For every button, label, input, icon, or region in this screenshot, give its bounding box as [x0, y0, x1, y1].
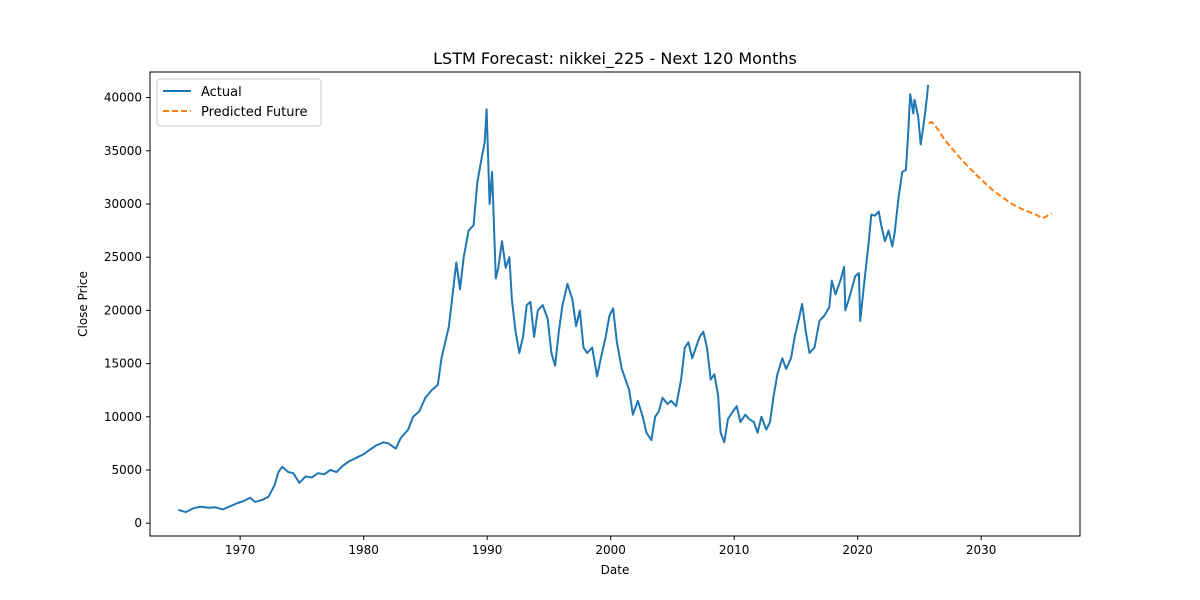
x-axis-title: Date	[601, 563, 630, 577]
legend-box	[156, 78, 322, 127]
series-line-predicted-future	[928, 121, 1053, 220]
x-tick-label-2030: 2030	[966, 543, 997, 557]
x-tick-label-2010: 2010	[719, 543, 750, 557]
plot-area	[150, 72, 1080, 536]
y-axis-title: Close Price	[76, 271, 90, 337]
y-tick-label-30000: 30000	[104, 197, 142, 211]
plot-background	[150, 72, 1080, 536]
y-tick-label-25000: 25000	[104, 250, 142, 264]
y-tick-label-35000: 35000	[104, 144, 142, 158]
plot-frame	[149, 71, 1081, 537]
y-tick-label-5000: 5000	[111, 463, 142, 477]
y-tick-label-20000: 20000	[104, 303, 142, 317]
x-tick-label-1970: 1970	[225, 543, 256, 557]
y-tick-label-40000: 40000	[104, 91, 142, 105]
legend-label-predicted: Predicted Future	[201, 105, 308, 120]
x-tick-label-2020: 2020	[842, 543, 873, 557]
chart-title: LSTM Forecast: nikkei_225 - Next 120 Mon…	[433, 49, 797, 69]
y-tick-label-10000: 10000	[104, 410, 142, 424]
axes-layer: 1970 1980 1990 2000 2010 2020 2030 0 5000 10000 15…	[104, 71, 1081, 557]
y-tick-label-0: 0	[134, 516, 142, 530]
x-tick-label-1980: 1980	[348, 543, 379, 557]
x-tick-label-2000: 2000	[595, 543, 626, 557]
series-line-actual	[178, 84, 930, 514]
legend: Actual Predicted Future	[156, 78, 322, 127]
x-tick-label-1990: 1990	[472, 543, 503, 557]
series-layer	[178, 84, 1053, 514]
y-tick-label-15000: 15000	[104, 357, 142, 371]
legend-label-actual: Actual	[201, 85, 242, 100]
